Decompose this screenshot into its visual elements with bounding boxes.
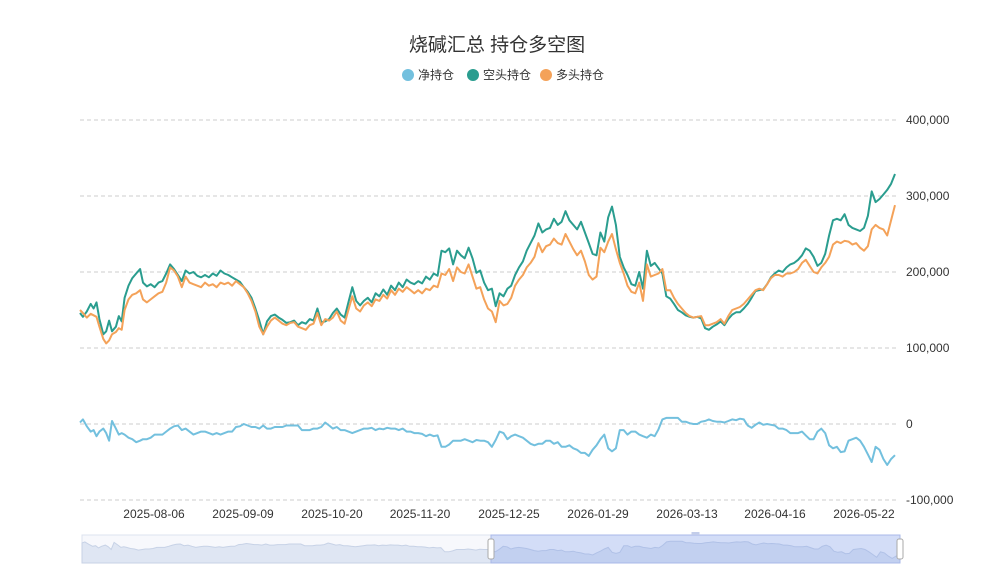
- x-tick-label: 2026-04-16: [744, 507, 806, 521]
- datazoom-slider[interactable]: [81, 532, 904, 564]
- legend-marker: [540, 69, 552, 81]
- grid: [80, 119, 898, 501]
- plot-area: [79, 173, 896, 466]
- chart-title: 烧碱汇总 持仓多空图: [409, 34, 585, 56]
- x-tick-label: 2026-05-22: [833, 507, 895, 521]
- legend-label: 多头持仓: [556, 67, 604, 82]
- x-tick-label: 2025-10-20: [301, 507, 363, 521]
- legend-item[interactable]: 空头持仓: [467, 67, 531, 82]
- legend-item[interactable]: 多头持仓: [540, 67, 604, 82]
- legend-marker: [402, 69, 414, 81]
- legend-marker: [467, 69, 479, 81]
- y-tick-label: 100,000: [906, 341, 950, 355]
- series-line: [79, 416, 896, 466]
- y-tick-label: 200,000: [906, 265, 950, 279]
- x-tick-label: 2026-03-13: [656, 507, 718, 521]
- y-tick-label: 300,000: [906, 189, 950, 203]
- datazoom-move-handle[interactable]: [691, 532, 700, 535]
- y-tick-label: 0: [906, 417, 913, 431]
- legend: 净持仓 空头持仓 多头持仓: [402, 67, 604, 82]
- y-tick-label: -100,000: [906, 493, 954, 507]
- x-tick-label: 2025-12-25: [478, 507, 540, 521]
- x-tick-label: 2026-01-29: [567, 507, 629, 521]
- y-axis: 400,000 300,000 200,000 100,000 0 -100,000: [906, 113, 954, 507]
- datazoom-selection[interactable]: [490, 534, 901, 564]
- x-tick-label: 2025-08-06: [123, 507, 185, 521]
- datazoom-handle[interactable]: [487, 538, 495, 560]
- y-tick-label: 400,000: [906, 113, 950, 127]
- x-tick-label: 2025-09-09: [212, 507, 274, 521]
- legend-label: 净持仓: [418, 67, 454, 82]
- series-line: [79, 173, 896, 336]
- legend-item[interactable]: 净持仓: [402, 67, 454, 82]
- x-tick-label: 2025-11-20: [390, 507, 451, 521]
- datazoom-handle[interactable]: [896, 538, 904, 560]
- x-axis: 2025-08-06 2025-09-09 2025-10-20 2025-11-20…: [123, 507, 895, 521]
- legend-label: 空头持仓: [483, 67, 531, 82]
- series-line: [79, 204, 896, 345]
